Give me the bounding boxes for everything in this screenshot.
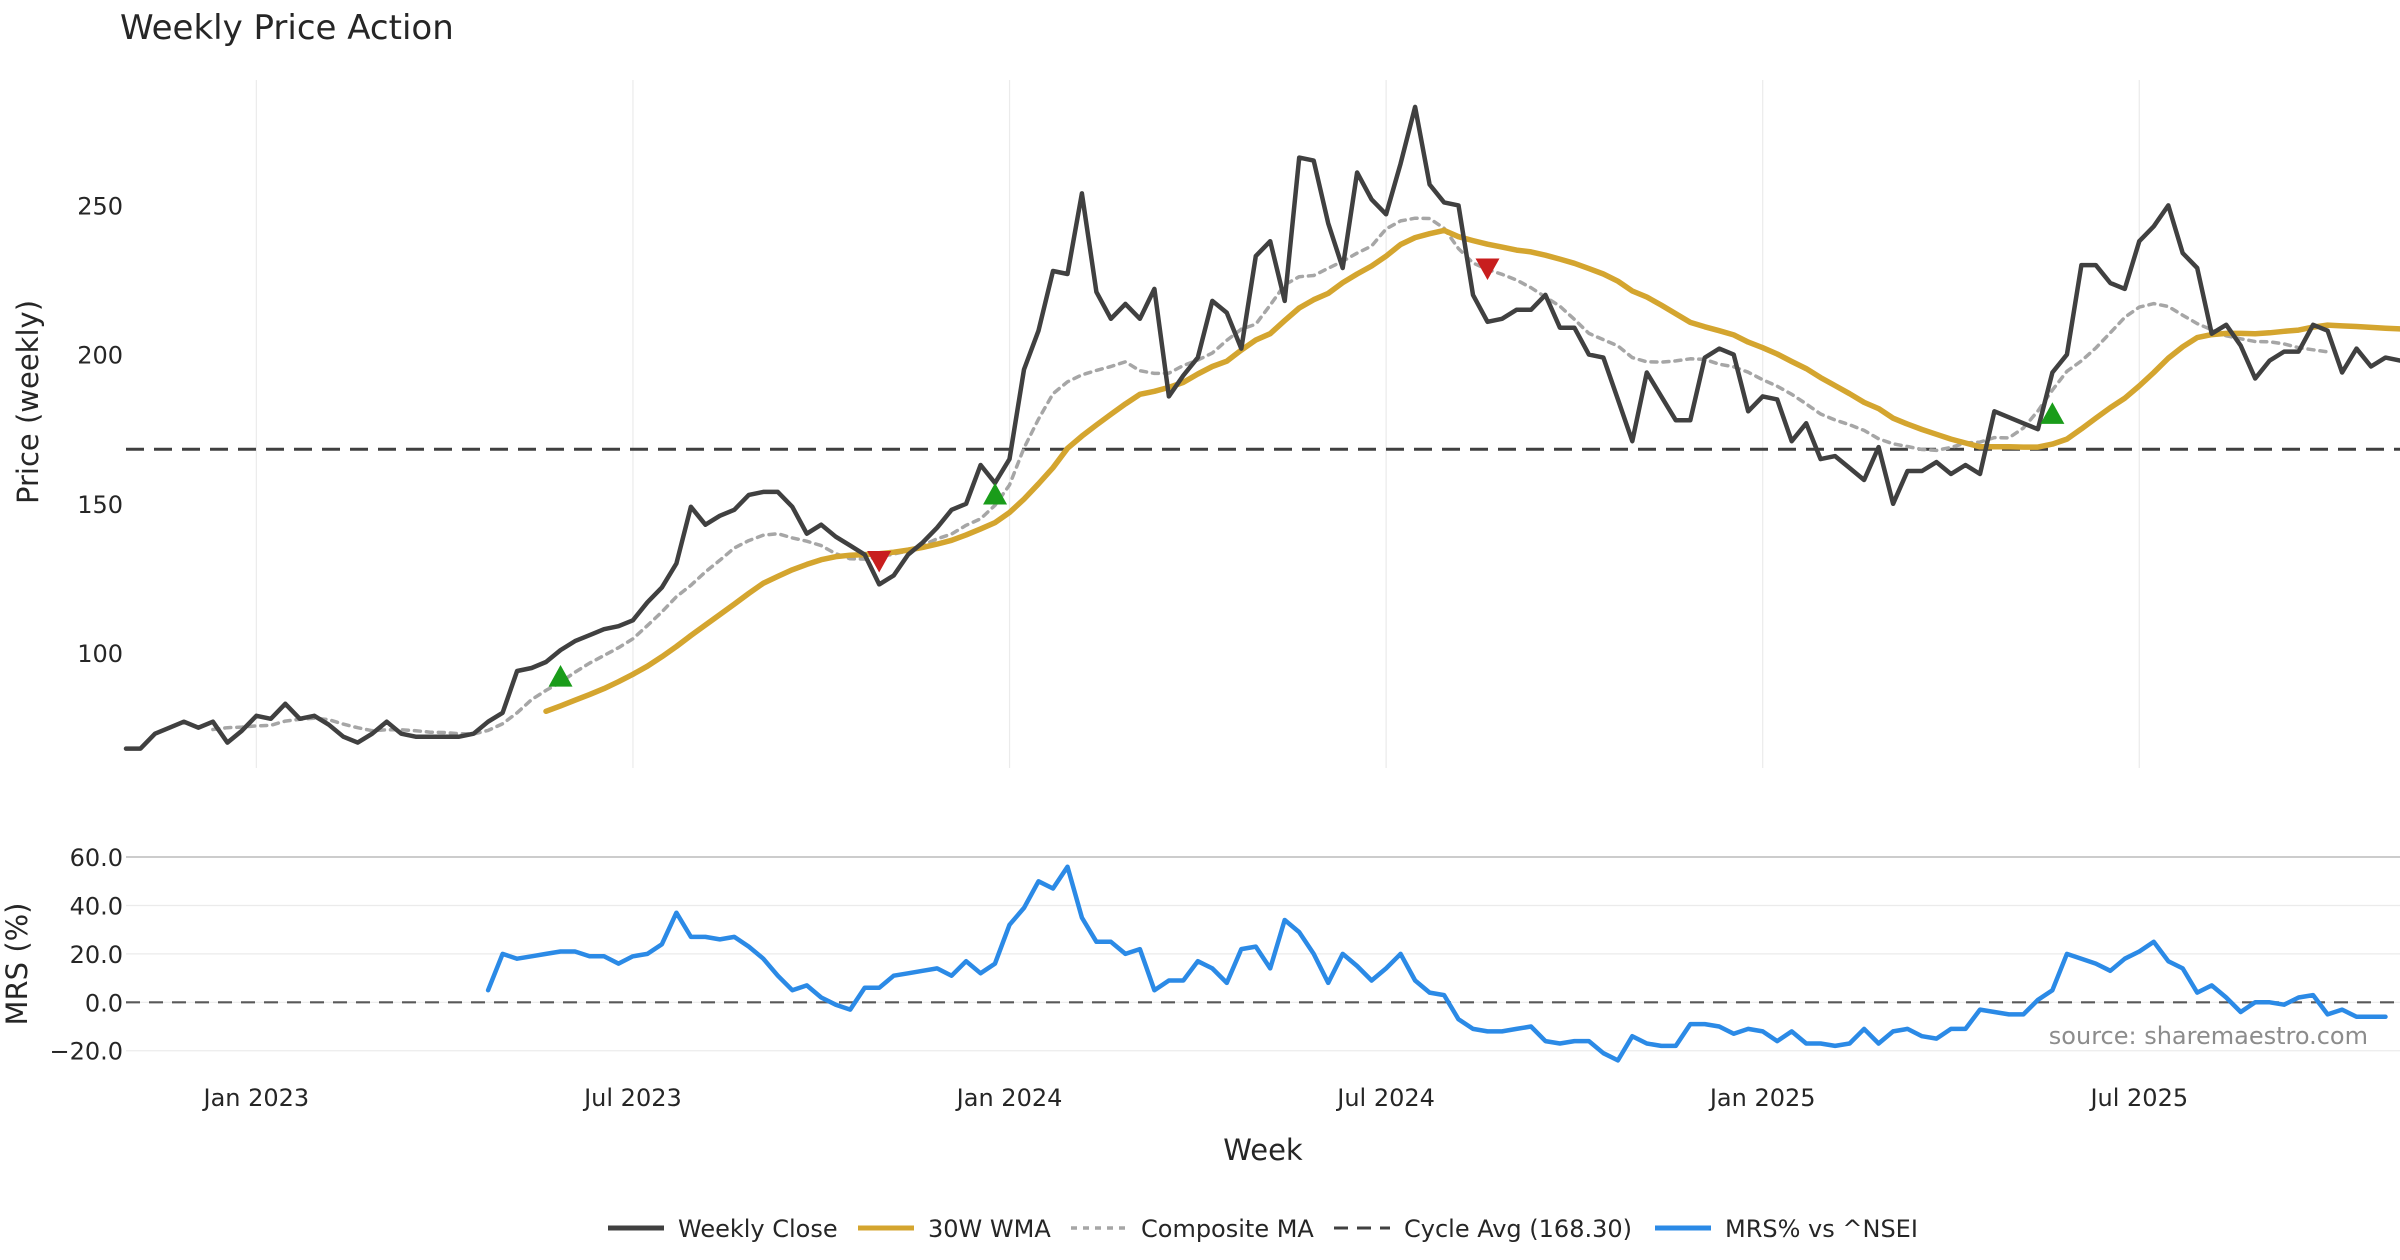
legend-label: Cycle Avg (168.30) — [1404, 1215, 1632, 1243]
mrs-y-tick-label: 60.0 — [70, 844, 123, 872]
mrs-y-tick-label: 0.0 — [85, 989, 123, 1017]
x-axis-label: Week — [1223, 1133, 1303, 1167]
legend-label: 30W WMA — [928, 1215, 1051, 1243]
buy-signal-marker — [983, 482, 1008, 505]
legend-label: MRS% vs ^NSEI — [1725, 1215, 1918, 1243]
price-y-tick-label: 200 — [77, 342, 123, 370]
mrs-y-tick-label: 40.0 — [70, 892, 123, 920]
source-note: source: sharemaestro.com — [2049, 1022, 2368, 1050]
x-tick-label: Jul 2023 — [582, 1084, 682, 1112]
price-series-lines — [123, 104, 2400, 751]
price-y-ticks: 100 150 200 250 — [77, 192, 123, 668]
x-tick-label: Jan 2025 — [1708, 1084, 1816, 1112]
chart-title: Weekly Price Action — [120, 8, 454, 48]
mrs-y-tick-label: 20.0 — [70, 941, 123, 969]
price-y-tick-label: 100 — [77, 640, 123, 668]
price-y-tick-label: 250 — [77, 192, 123, 220]
x-tick-label: Jul 2025 — [2088, 1084, 2188, 1112]
price-y-tick-label: 150 — [77, 491, 123, 519]
price-y-axis-label: Price (weekly) — [11, 300, 45, 504]
wma-30w-line — [543, 227, 2400, 715]
composite-ma-line — [211, 216, 2330, 736]
buy-signal-marker — [2040, 402, 2065, 424]
mrs-line — [485, 864, 2388, 1063]
x-tick-label: Jan 2023 — [202, 1084, 310, 1112]
price-gridlines — [255, 80, 2140, 768]
mrs-series-lines — [485, 864, 2388, 1063]
mrs-y-ticks: −20.0 0.0 20.0 40.0 60.0 — [49, 844, 123, 1066]
x-tick-label: Jul 2024 — [1335, 1084, 1435, 1112]
mrs-y-tick-label: −20.0 — [49, 1038, 123, 1066]
legend-label: Weekly Close — [678, 1215, 838, 1243]
mrs-y-axis-label: MRS (%) — [0, 903, 34, 1026]
x-axis-ticks: Jan 2023 Jul 2023 Jan 2024 Jul 2024 Jan 2025… — [202, 1084, 2189, 1112]
sell-signal-marker — [1475, 258, 1500, 281]
weekly-close-line — [123, 104, 2400, 751]
x-tick-label: Jan 2024 — [955, 1084, 1063, 1112]
sell-signal-marker — [867, 550, 892, 573]
legend-label: Composite MA — [1141, 1215, 1314, 1243]
signal-markers — [548, 258, 2065, 687]
chart-legend: Weekly Close 30W WMA Composite MA Cycle Avg… — [608, 1215, 1918, 1243]
buy-signal-marker — [548, 664, 573, 687]
